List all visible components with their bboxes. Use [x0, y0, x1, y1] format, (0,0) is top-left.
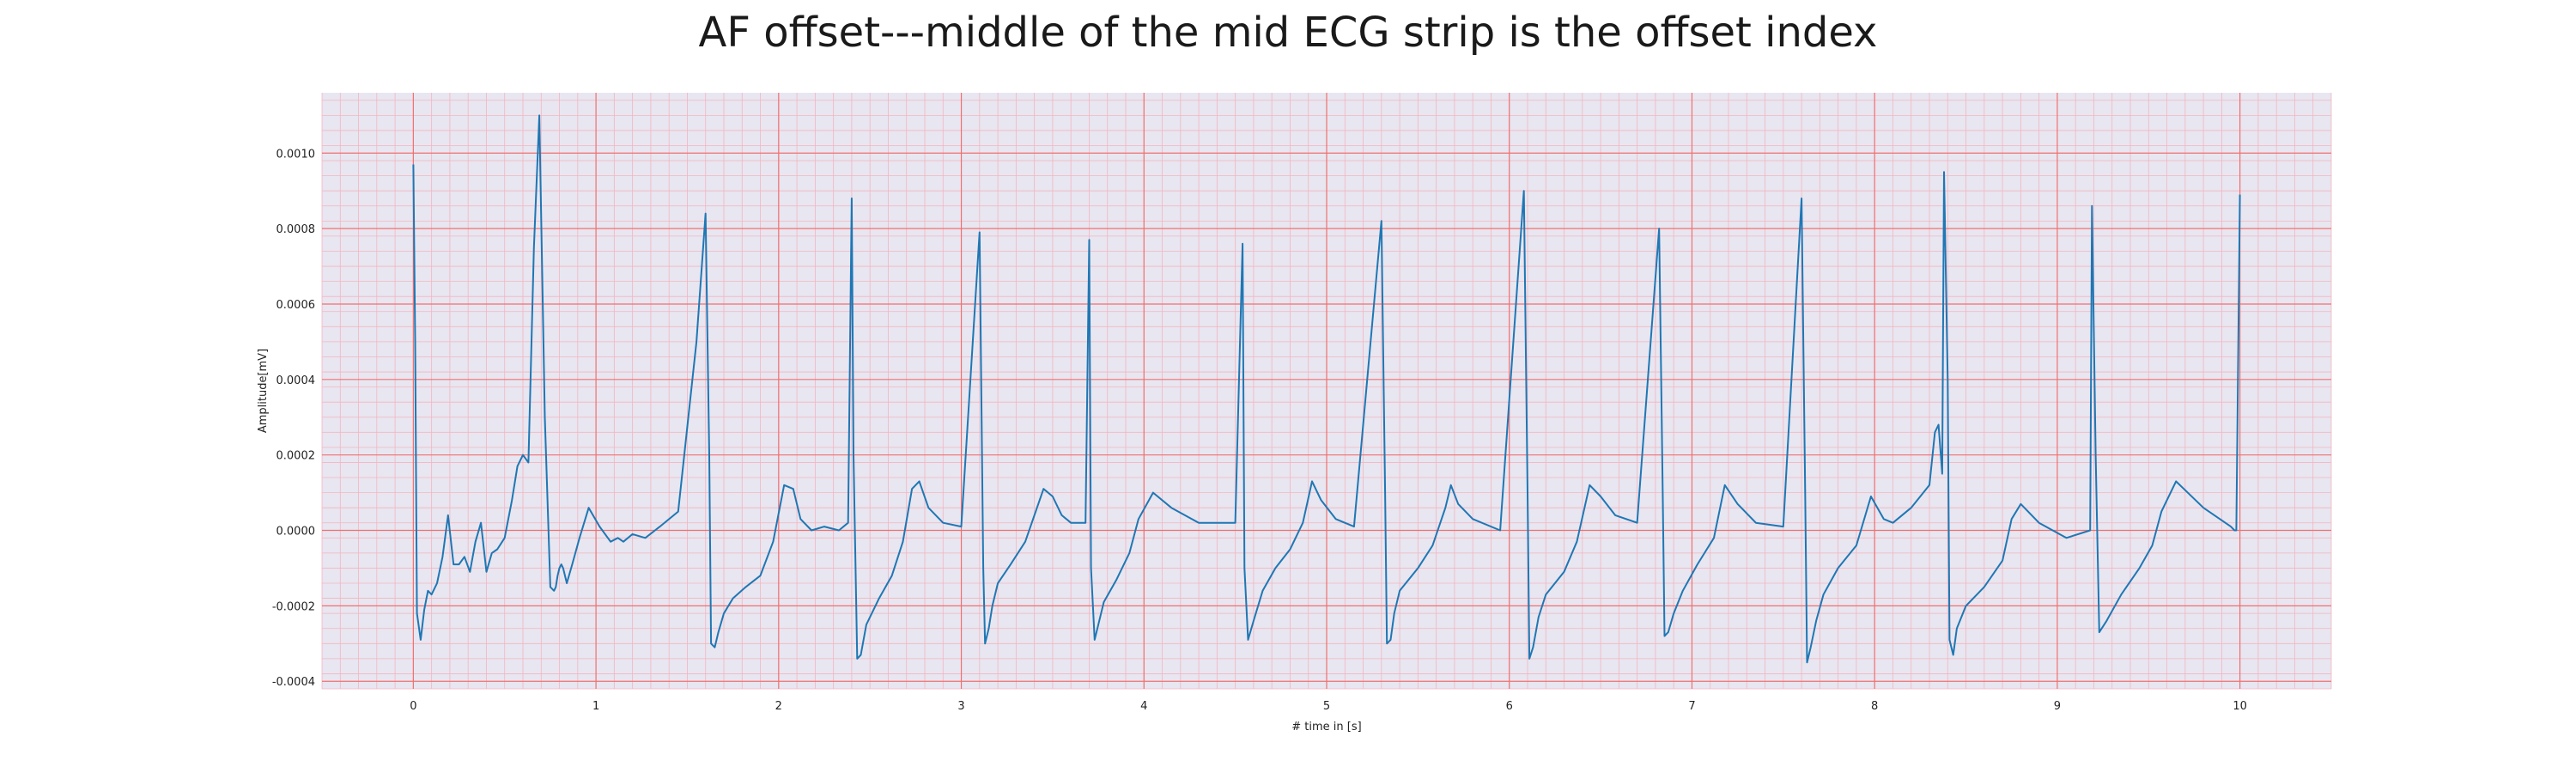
ecg-line: [412, 114, 2241, 664]
y-tick-label: 0.0010: [276, 148, 316, 161]
x-tick-label: 7: [1688, 700, 1695, 713]
series-layer: [412, 114, 2241, 664]
y-axis-label: Amplitude[mV]: [257, 349, 270, 433]
x-tick-label: 2: [775, 700, 782, 713]
x-axis-ticks: 0 1 2 3 4 5 6 7 8 9 10: [410, 700, 2247, 713]
y-axis-ticks: -0.0004 -0.0002 0.0000 0.0002 0.0004 0.0006 0.…: [272, 148, 315, 689]
y-tick-label: 0.0004: [276, 374, 316, 387]
x-axis-label: # time in [s]: [1291, 721, 1361, 733]
x-tick-label: 4: [1140, 700, 1147, 713]
y-tick-label: -0.0002: [272, 600, 315, 613]
major-grid: [322, 93, 2331, 689]
y-tick-label: -0.0004: [272, 676, 315, 689]
y-tick-label: 0.0006: [276, 299, 316, 312]
chart-title: AF offset---middle of the mid ECG strip …: [698, 9, 1878, 57]
x-tick-label: 0: [410, 700, 416, 713]
y-tick-label: 0.0000: [276, 526, 316, 539]
y-tick-label: 0.0008: [276, 223, 316, 236]
x-tick-label: 10: [2233, 700, 2247, 713]
x-tick-label: 3: [957, 700, 964, 713]
x-tick-label: 5: [1323, 700, 1330, 713]
y-tick-label: 0.0002: [276, 450, 316, 463]
x-tick-label: 8: [1871, 700, 1878, 713]
x-tick-label: 6: [1506, 700, 1513, 713]
x-tick-label: 1: [592, 700, 599, 713]
x-tick-label: 9: [2054, 700, 2061, 713]
